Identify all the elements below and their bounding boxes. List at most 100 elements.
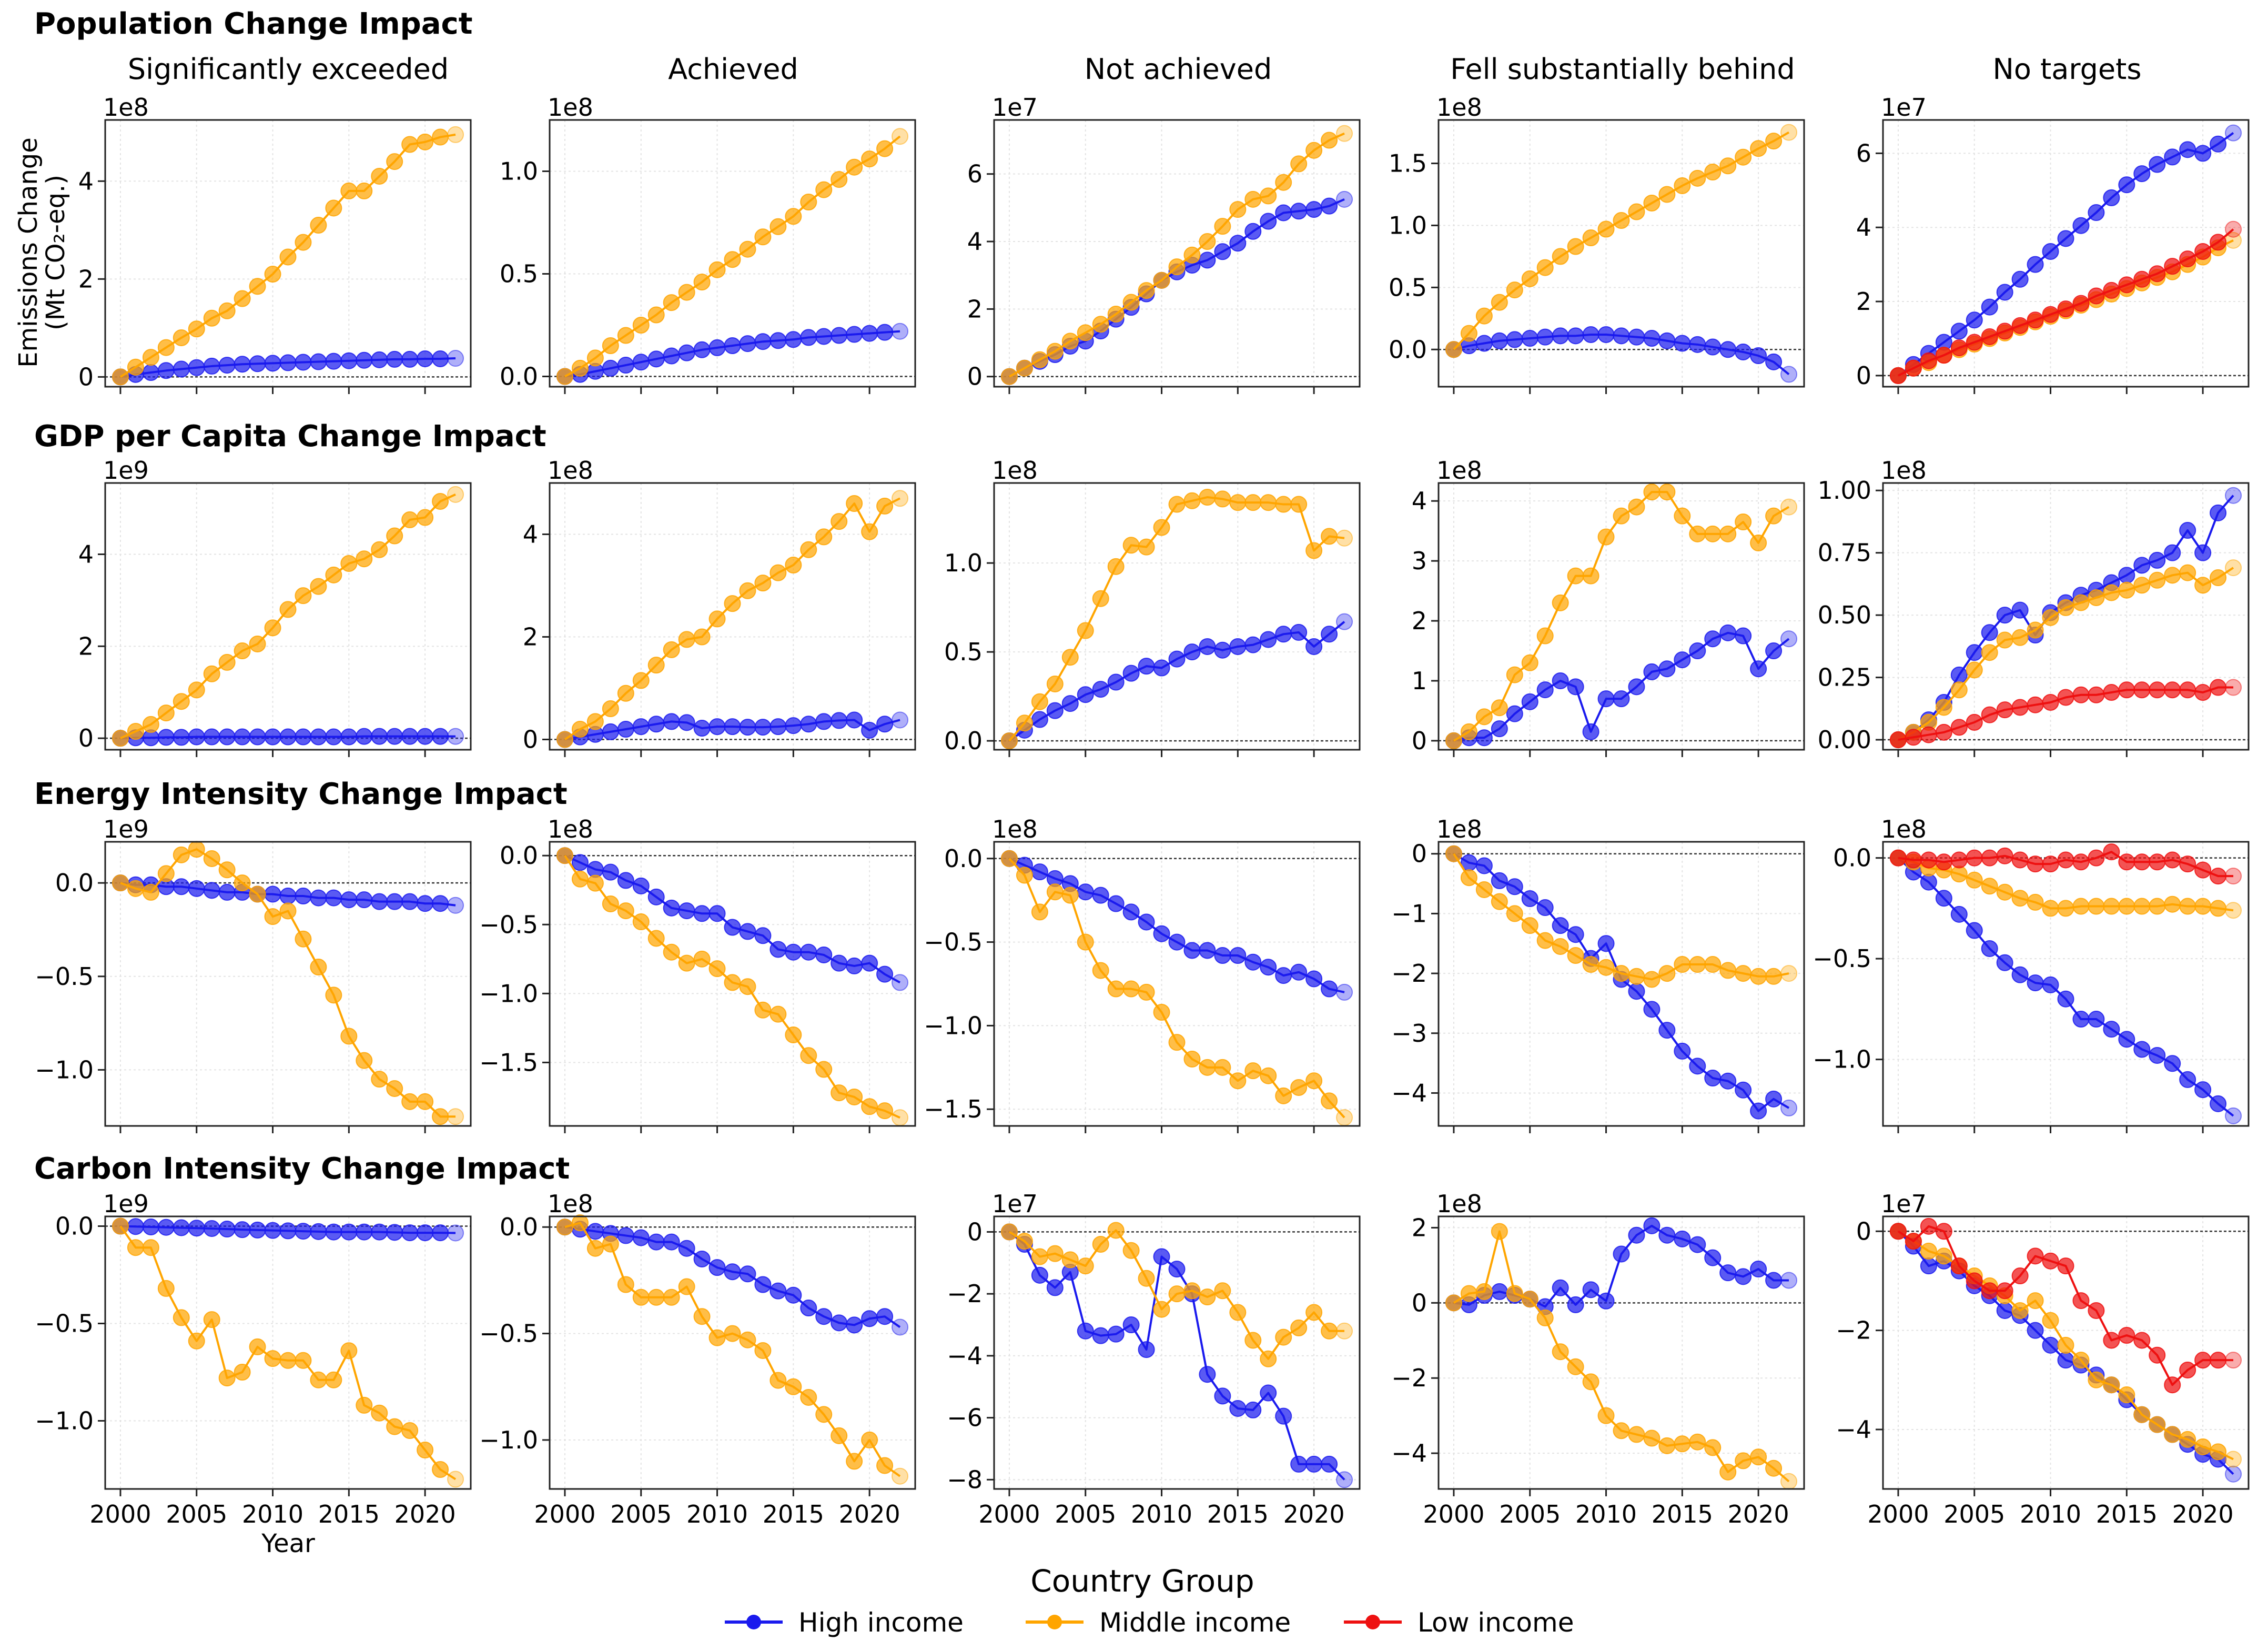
data-point-middle-income-2005 — [632, 1288, 650, 1306]
data-point-middle-income-2004 — [1506, 905, 1523, 922]
data-point-middle-income-2020 — [861, 1431, 878, 1448]
data-point-high-income-2008 — [1122, 1316, 1140, 1334]
data-point-high-income-2014 — [1214, 641, 1231, 659]
data-point-high-income-2009 — [2027, 1322, 2044, 1339]
data-point-middle-income-2009 — [2027, 621, 2044, 639]
data-point-high-income-2003 — [157, 729, 175, 746]
y-tick-label-1: −0.5 — [35, 1310, 94, 1338]
y-tick-label-2: −1.0 — [35, 1407, 94, 1435]
data-point-high-income-2010 — [264, 1222, 281, 1239]
data-point-high-income-2013 — [754, 333, 772, 350]
data-point-middle-income-2022 — [447, 1108, 464, 1125]
data-point-middle-income-2012 — [295, 234, 312, 251]
data-point-low-income-2016 — [2133, 1332, 2151, 1349]
data-point-high-income-2006 — [1536, 899, 1554, 917]
data-point-high-income-2005 — [1521, 890, 1538, 907]
data-point-middle-income-2017 — [815, 181, 833, 198]
exponent-label: 1e8 — [992, 456, 1038, 485]
data-point-high-income-2012 — [1628, 1226, 1645, 1244]
data-point-high-income-2018 — [2164, 148, 2181, 166]
exponent-label: 1e8 — [1436, 456, 1482, 485]
data-point-middle-income-2000 — [1000, 850, 1018, 867]
col-title-no-targets: No targets — [1993, 53, 2142, 86]
data-point-middle-income-2013 — [754, 575, 772, 592]
x-tick-label-3: 2015 — [763, 1500, 824, 1528]
data-point-high-income-2007 — [1996, 1302, 2013, 1319]
data-point-high-income-2003 — [1491, 332, 1508, 349]
data-point-middle-income-2007 — [1996, 883, 2013, 901]
data-point-high-income-2014 — [1214, 243, 1231, 260]
data-point-high-income-2007 — [1552, 1279, 1569, 1296]
data-point-high-income-2006 — [203, 882, 220, 899]
data-point-middle-income-2008 — [1122, 1242, 1140, 1259]
data-point-middle-income-2007 — [1107, 1222, 1125, 1239]
data-point-middle-income-2011 — [2057, 900, 2074, 917]
data-point-middle-income-2003 — [1935, 699, 1952, 716]
data-point-middle-income-2019 — [1290, 1079, 1308, 1096]
data-point-high-income-2012 — [1183, 942, 1201, 959]
data-point-middle-income-2013 — [310, 1371, 327, 1388]
data-point-high-income-2008 — [2011, 966, 2029, 983]
data-point-high-income-2010 — [1597, 935, 1615, 952]
data-point-high-income-2019 — [1290, 203, 1308, 220]
data-point-low-income-2018 — [2164, 258, 2181, 275]
data-point-high-income-2006 — [1536, 681, 1554, 699]
data-point-high-income-2005 — [632, 354, 650, 371]
data-point-middle-income-2004 — [1061, 333, 1079, 350]
data-point-middle-income-2009 — [1582, 956, 1599, 973]
data-point-middle-income-2010 — [2042, 900, 2059, 917]
data-point-high-income-2007 — [1996, 284, 2013, 301]
data-point-middle-income-2013 — [2088, 589, 2105, 606]
data-point-high-income-2004 — [173, 878, 190, 895]
data-point-middle-income-2006 — [647, 930, 665, 947]
x-tick-label-3: 2015 — [1207, 1500, 1269, 1528]
data-point-middle-income-2012 — [2072, 898, 2090, 915]
data-point-high-income-2001 — [571, 854, 589, 871]
data-point-middle-income-2020 — [2194, 577, 2212, 594]
data-point-middle-income-2012 — [739, 240, 756, 258]
data-point-middle-income-2004 — [1061, 649, 1079, 666]
data-point-high-income-2007 — [1107, 1325, 1125, 1343]
data-point-high-income-2003 — [1046, 1279, 1064, 1296]
data-point-middle-income-2008 — [2011, 629, 2029, 646]
y-tick-label-3: 1.5 — [1389, 149, 1427, 178]
data-point-high-income-2017 — [1260, 213, 1277, 230]
data-point-high-income-2004 — [617, 721, 634, 738]
data-point-middle-income-2006 — [647, 306, 665, 324]
data-point-middle-income-2002 — [586, 349, 604, 367]
data-point-middle-income-2004 — [1950, 865, 1968, 883]
data-point-high-income-2020 — [1305, 638, 1323, 655]
data-point-high-income-2018 — [831, 1314, 848, 1332]
data-point-middle-income-2002 — [142, 716, 159, 733]
data-point-low-income-2009 — [2027, 696, 2044, 713]
data-point-high-income-2016 — [1689, 1236, 1706, 1253]
data-point-high-income-2018 — [1275, 626, 1292, 643]
col-title-not-achieved: Not achieved — [1085, 53, 1272, 86]
data-point-middle-income-2020 — [1305, 142, 1323, 159]
data-point-high-income-2022 — [2225, 1465, 2242, 1483]
data-point-high-income-2004 — [173, 360, 190, 378]
data-point-high-income-2016 — [356, 1223, 373, 1241]
data-point-high-income-2009 — [693, 341, 711, 358]
data-point-high-income-2002 — [1031, 863, 1048, 881]
y-tick-label-4: −8 — [947, 1465, 983, 1494]
data-point-middle-income-2000 — [1000, 368, 1018, 385]
data-point-low-income-2013 — [2088, 686, 2105, 703]
data-point-middle-income-2010 — [1597, 1407, 1615, 1424]
data-point-high-income-2007 — [1552, 327, 1569, 345]
data-point-high-income-2011 — [279, 888, 297, 905]
data-point-middle-income-2001 — [1016, 1233, 1033, 1250]
data-point-high-income-2020 — [1305, 970, 1323, 988]
data-point-high-income-2017 — [815, 946, 833, 963]
data-point-middle-income-2017 — [1260, 494, 1277, 511]
panels: 0 2 4 1e8 0.0 0.5 1.0 1e8 0 2 4 6 1e7 0.0 0.5 1.0 1.5 1e8… — [35, 93, 2250, 1528]
data-point-middle-income-2018 — [1275, 174, 1292, 191]
data-point-middle-income-2003 — [1491, 699, 1508, 717]
data-point-middle-income-2016 — [800, 541, 817, 558]
data-point-high-income-2007 — [1552, 917, 1569, 934]
data-point-high-income-2008 — [1567, 1296, 1584, 1313]
y-tick-label-1: −0.5 — [1813, 944, 1871, 973]
y-tick-label-1: −0.5 — [479, 910, 538, 939]
data-point-high-income-2022 — [2225, 124, 2242, 142]
data-point-middle-income-2021 — [2210, 1443, 2227, 1461]
